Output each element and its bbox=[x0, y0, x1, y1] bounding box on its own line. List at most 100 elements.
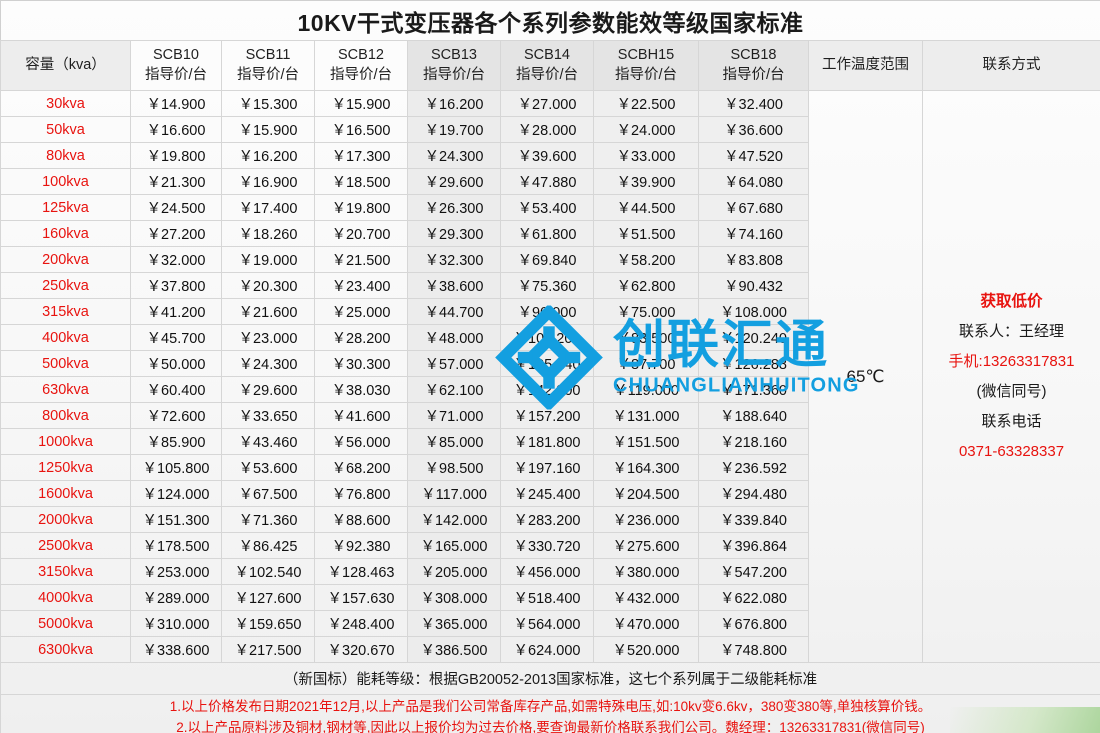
price-cell: ￥64.080 bbox=[698, 168, 809, 195]
price-cell: ￥339.840 bbox=[698, 506, 809, 533]
price-cell: ￥61.800 bbox=[500, 220, 594, 247]
price-cell: ￥320.670 bbox=[314, 636, 408, 663]
price-cell: ￥197.160 bbox=[500, 454, 594, 481]
column-header-scb12: SCB12 指导价/台 bbox=[314, 40, 408, 91]
table-row: 1250kva ￥105.800 ￥53.600 ￥68.200 ￥98.500 ￥197… bbox=[0, 454, 1100, 481]
price-cell: ￥32.300 bbox=[407, 246, 501, 273]
price-cell: ￥18.500 bbox=[314, 168, 408, 195]
table-row: 30kva ￥14.900 ￥15.300 ￥15.900 ￥16.200 ￥27.000… bbox=[0, 90, 1100, 663]
price-cell: ￥518.400 bbox=[500, 584, 594, 611]
price-cell: ￥62.100 bbox=[407, 376, 501, 403]
price-cell: ￥151.300 bbox=[130, 506, 222, 533]
price-cell: ￥29.300 bbox=[407, 220, 501, 247]
price-cell: ￥120.240 bbox=[698, 324, 809, 351]
table-row: 2000kva ￥151.300 ￥71.360 ￥88.600 ￥142.000 ￥28… bbox=[0, 506, 1100, 533]
price-cell: ￥124.000 bbox=[130, 480, 222, 507]
table-row: 100kva ￥21.300 ￥16.900 ￥18.500 ￥29.600 ￥47.88… bbox=[0, 168, 1100, 195]
price-cell: ￥67.680 bbox=[698, 194, 809, 221]
table-row: 50kva ￥16.600 ￥15.900 ￥16.500 ￥19.700 ￥28.000… bbox=[0, 116, 1100, 143]
price-cell: ￥217.500 bbox=[221, 636, 315, 663]
price-cell: ￥53.600 bbox=[221, 454, 315, 481]
price-cell: ￥68.200 bbox=[314, 454, 408, 481]
contact-wechat-note: (微信同号) bbox=[976, 383, 1047, 400]
price-cell: ￥20.700 bbox=[314, 220, 408, 247]
price-cell: ￥470.000 bbox=[593, 610, 699, 637]
table-row: 125kva ￥24.500 ￥17.400 ￥19.800 ￥26.300 ￥53.40… bbox=[0, 194, 1100, 221]
price-cell: ￥188.640 bbox=[698, 402, 809, 429]
price-cell: ￥48.000 bbox=[407, 324, 501, 351]
price-cell: ￥21.300 bbox=[130, 168, 222, 195]
price-cell: ￥20.300 bbox=[221, 272, 315, 299]
price-cell: ￥27.200 bbox=[130, 220, 222, 247]
price-cell: ￥71.000 bbox=[407, 402, 501, 429]
price-cell: ￥44.500 bbox=[593, 194, 699, 221]
price-cell: ￥108.000 bbox=[698, 298, 809, 325]
price-cell: ￥27.000 bbox=[500, 90, 594, 117]
header-label: 工作温度范围 bbox=[822, 56, 909, 73]
price-cell: ￥19.700 bbox=[407, 116, 501, 143]
capacity-cell: 80kva bbox=[0, 142, 131, 169]
price-cell: ￥62.800 bbox=[593, 272, 699, 299]
price-cell: ￥18.260 bbox=[221, 220, 315, 247]
price-cell: ￥21.500 bbox=[314, 246, 408, 273]
header-sublabel: 指导价/台 bbox=[329, 66, 393, 83]
price-cell: ￥39.900 bbox=[593, 168, 699, 195]
price-cell: ￥102.540 bbox=[221, 558, 315, 585]
price-cell: ￥386.500 bbox=[407, 636, 501, 663]
capacity-cell: 500kva bbox=[0, 350, 131, 377]
price-cell: ￥157.630 bbox=[314, 584, 408, 611]
price-cell: ￥26.300 bbox=[407, 194, 501, 221]
page-title: 10KV干式变压器各个系列参数能效等级国家标准 bbox=[0, 0, 1100, 41]
price-cell: ￥41.200 bbox=[130, 298, 222, 325]
price-cell: ￥380.000 bbox=[593, 558, 699, 585]
price-cell: ￥41.600 bbox=[314, 402, 408, 429]
capacity-cell: 315kva bbox=[0, 298, 131, 325]
column-header-contact: 联系方式 bbox=[921, 40, 1100, 91]
column-header-scb14: SCB14 指导价/台 bbox=[500, 40, 594, 91]
price-cell: ￥90.432 bbox=[698, 272, 809, 299]
footer-note-1: 1.以上价格发布日期2021年12月,以上产品是我们公司常备库存产品,如需特殊电… bbox=[169, 698, 932, 714]
price-cell: ￥83.500 bbox=[593, 324, 699, 351]
price-cell: ￥86.425 bbox=[221, 532, 315, 559]
price-cell: ￥23.400 bbox=[314, 272, 408, 299]
contact-person: 联系人：王经理 bbox=[959, 323, 1065, 340]
price-cell: ￥365.000 bbox=[407, 610, 501, 637]
price-cell: ￥98.500 bbox=[407, 454, 501, 481]
capacity-cell: 200kva bbox=[0, 246, 131, 273]
price-cell: ￥16.900 bbox=[221, 168, 315, 195]
price-cell: ￥69.840 bbox=[500, 246, 594, 273]
table-row: 200kva ￥32.000 ￥19.000 ￥21.500 ￥32.300 ￥69.84… bbox=[0, 246, 1100, 273]
contact-mobile[interactable]: 手机:13263317831 bbox=[948, 353, 1075, 370]
capacity-cell: 250kva bbox=[0, 272, 131, 299]
footer-standard-row: （新国标）能耗等级：根据GB20052-2013国家标准，这七个系列属于二级能耗… bbox=[0, 662, 1100, 695]
price-cell: ￥289.000 bbox=[130, 584, 222, 611]
price-cell: ￥15.900 bbox=[221, 116, 315, 143]
price-cell: ￥58.200 bbox=[593, 246, 699, 273]
price-cell: ￥43.460 bbox=[221, 428, 315, 455]
price-cell: ￥205.000 bbox=[407, 558, 501, 585]
contact-phone[interactable]: 0371-63328337 bbox=[958, 443, 1065, 460]
capacity-cell: 100kva bbox=[0, 168, 131, 195]
table-row: 6300kva ￥338.600 ￥217.500 ￥320.670 ￥386.500 ￥… bbox=[0, 636, 1100, 663]
capacity-cell: 6300kva bbox=[0, 636, 131, 663]
price-cell: ￥85.000 bbox=[407, 428, 501, 455]
energy-standard-note: （新国标）能耗等级：根据GB20052-2013国家标准，这七个系列属于二级能耗… bbox=[0, 662, 1100, 695]
price-cell: ￥19.800 bbox=[314, 194, 408, 221]
price-cell: ￥28.000 bbox=[500, 116, 594, 143]
header-row: 容量（kva） SCB10 指导价/台 SCB11 指导价/台 SCB12 指导… bbox=[0, 40, 1100, 91]
header-sublabel: 指导价/台 bbox=[722, 66, 785, 83]
price-cell: ￥275.600 bbox=[593, 532, 699, 559]
table-row: 160kva ￥27.200 ￥18.260 ￥20.700 ￥29.300 ￥61.80… bbox=[0, 220, 1100, 247]
price-cell: ￥36.600 bbox=[698, 116, 809, 143]
header-label: SCB14 bbox=[524, 46, 570, 63]
price-cell: ￥56.000 bbox=[314, 428, 408, 455]
price-cell: ￥117.000 bbox=[407, 480, 501, 507]
price-cell: ￥622.080 bbox=[698, 584, 809, 611]
price-cell: ￥76.800 bbox=[314, 480, 408, 507]
price-cell: ￥60.400 bbox=[130, 376, 222, 403]
price-cell: ￥16.500 bbox=[314, 116, 408, 143]
contact-info-cell: 获取低价 联系人：王经理 手机:13263317831 (微信同号) 联系电话 0371-… bbox=[921, 90, 1100, 663]
capacity-cell: 400kva bbox=[0, 324, 131, 351]
price-cell: ￥157.200 bbox=[500, 402, 594, 429]
